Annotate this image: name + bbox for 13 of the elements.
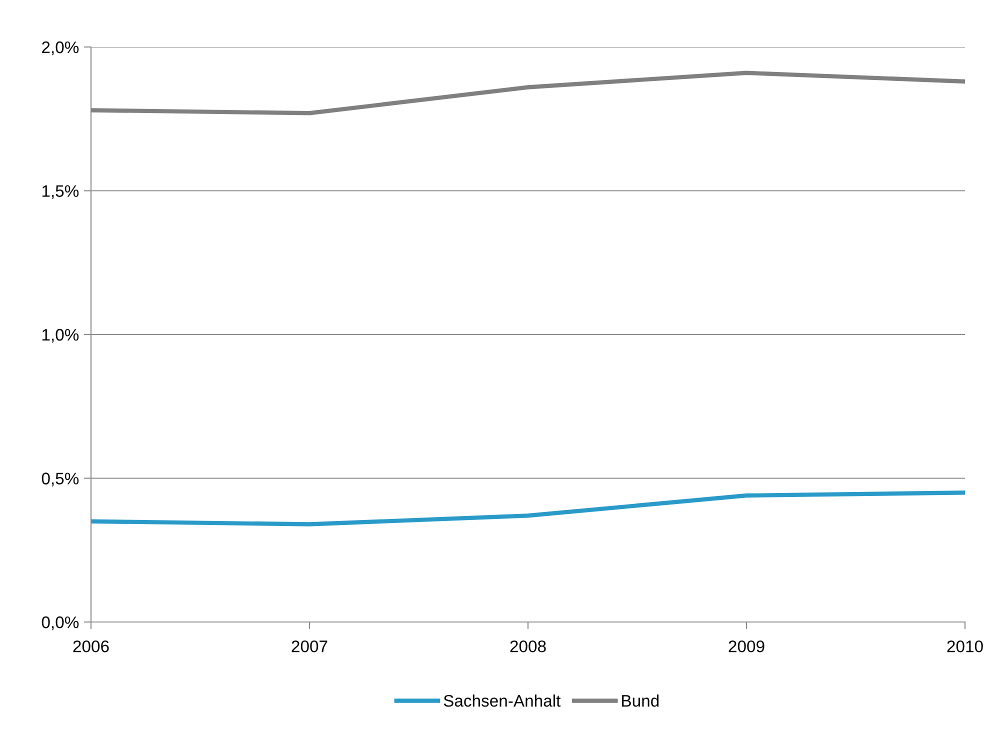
x-tick-label: 2009 xyxy=(728,640,764,652)
x-tick-label: 2007 xyxy=(292,640,328,652)
x-tick-label: 2010 xyxy=(947,640,983,652)
legend-label: Sachsen-Anhalt xyxy=(444,694,561,707)
y-tick-label: 0,0% xyxy=(42,616,79,630)
y-tick-label: 1,0% xyxy=(42,328,79,343)
y-tick-label: 0,5% xyxy=(42,472,79,486)
y-tick-label: 1,5% xyxy=(42,185,79,199)
x-tick-label: 2006 xyxy=(73,640,109,652)
x-tick-label: 2008 xyxy=(510,640,546,652)
line-series xyxy=(91,490,965,526)
y-tick-label: 2,0% xyxy=(42,41,79,56)
legend-label: Bund xyxy=(622,694,659,707)
